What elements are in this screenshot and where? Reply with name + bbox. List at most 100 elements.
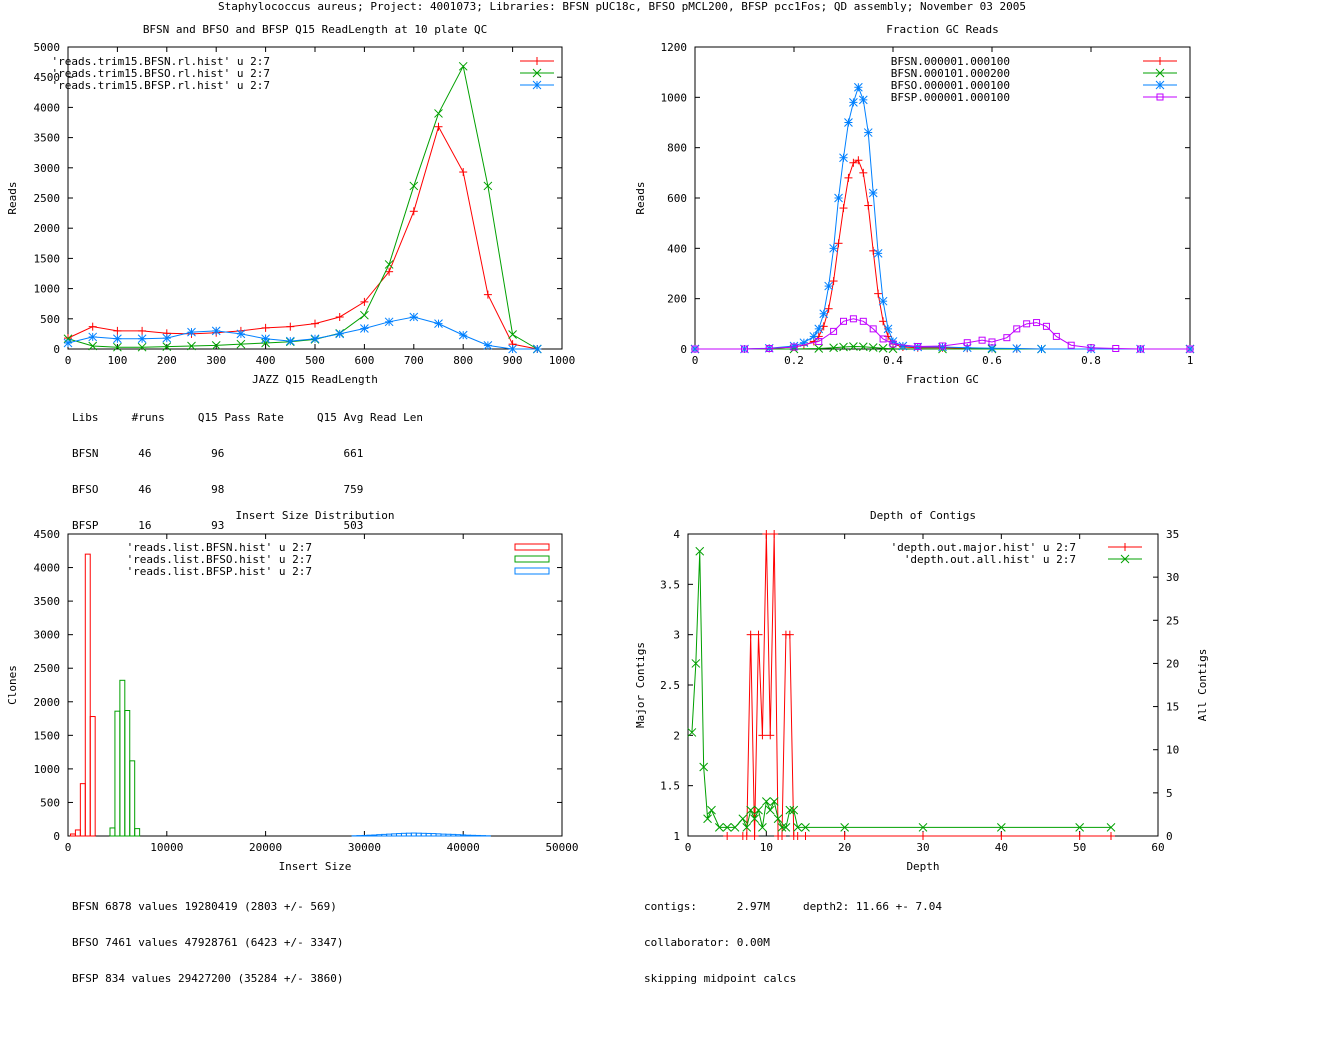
data-point [691, 659, 701, 668]
histogram-bar [84, 553, 91, 837]
legend-label: 'reads.trim15.BFSP.rl.hist' u 2:7 [51, 79, 270, 92]
y-tick-label: 4500 [34, 528, 61, 541]
x-tick-label: 40000 [447, 841, 480, 854]
histogram-bar [114, 710, 121, 837]
data-point [138, 326, 147, 335]
y-tick-label: 4000 [34, 562, 61, 575]
data-point [987, 343, 997, 353]
data-point [840, 823, 850, 832]
data-point [746, 805, 756, 815]
data-point [1112, 344, 1120, 352]
plot-frame [687, 533, 1159, 837]
data-point [508, 330, 517, 339]
series-line [695, 318, 1190, 350]
y2-tick-label: 0 [1166, 830, 1173, 843]
histogram-bar [386, 833, 393, 837]
data-point [840, 832, 849, 840]
data-point [758, 823, 767, 832]
data-point [409, 181, 419, 191]
data-point [1023, 320, 1031, 328]
data-point [814, 324, 824, 334]
data-point [1033, 319, 1041, 327]
data-point [1003, 334, 1011, 342]
stats-line: Libs #runs Q15 Pass Rate Q15 Avg Read Le… [72, 411, 423, 424]
histogram-bar [410, 832, 417, 837]
data-point [750, 832, 759, 840]
data-point [1156, 57, 1164, 65]
data-point [765, 805, 775, 815]
data-point [858, 95, 868, 105]
data-point [1012, 344, 1022, 353]
x-tick-label: 0 [65, 354, 72, 367]
data-point [742, 832, 751, 840]
chart-fraction-gc: Fraction GC Reads 0 0.2 0.4 0.6 0.8 1 0 200 400 60… [634, 23, 1195, 386]
data-point [778, 832, 786, 840]
data-point [824, 281, 834, 291]
data-point [113, 342, 122, 352]
series-line [727, 533, 1111, 837]
data-point [695, 546, 705, 556]
data-point [236, 339, 246, 349]
y2-tick-label: 15 [1166, 701, 1179, 714]
series-line [695, 345, 1190, 350]
y-tick-label: 1.5 [660, 780, 680, 793]
legend-label: BFSO.000001.000100 [891, 79, 1010, 92]
data-point [483, 341, 493, 350]
data-point [814, 344, 824, 353]
data-point [714, 823, 724, 832]
data-point [88, 341, 98, 351]
data-point [781, 823, 791, 832]
x-tick-label: 900 [503, 354, 523, 367]
data-point [1120, 554, 1130, 564]
data-point [1087, 344, 1095, 352]
data-point [88, 332, 98, 342]
histogram-bar [361, 834, 368, 837]
y-tick-label: 2.5 [660, 679, 680, 692]
stats-line: BFSO 7461 values 47928761 (6423 +/- 3347… [72, 936, 344, 949]
chart-title: Insert Size Distribution [236, 509, 395, 522]
x-axis-label: Depth [906, 860, 939, 873]
x-tick-label: 10000 [150, 841, 183, 854]
x-axis-label: Insert Size [279, 860, 352, 873]
data-point [996, 823, 1006, 832]
data-point [508, 344, 517, 354]
x-tick-label: 50000 [545, 841, 578, 854]
data-point [919, 832, 927, 840]
data-point [187, 327, 196, 337]
data-point [824, 304, 833, 313]
data-point [261, 323, 270, 332]
data-point [458, 61, 468, 71]
y-tick-label: 3.5 [660, 578, 680, 591]
histogram-bar [396, 833, 402, 837]
histogram-bar [129, 760, 136, 837]
x-tick-label: 50 [1073, 841, 1086, 854]
data-point [819, 309, 829, 319]
x-tick-label: 400 [256, 354, 276, 367]
data-point [829, 277, 838, 286]
y2-axis-label: All Contigs [1196, 649, 1209, 722]
data-point [532, 344, 542, 354]
data-point [63, 334, 73, 344]
y-tick-label: 2000 [34, 696, 61, 709]
y-tick-label: 2000 [34, 222, 61, 235]
histogram-bar [109, 827, 116, 837]
legend-label: 'reads.list.BFSO.hist' u 2:7 [127, 553, 312, 566]
data-point [766, 731, 775, 740]
data-point [918, 823, 928, 832]
data-point [409, 312, 419, 322]
plot-frame [67, 533, 563, 837]
data-point [879, 317, 888, 326]
x-tick-label: 40 [995, 841, 1008, 854]
data-point [801, 832, 810, 840]
x-tick-label: 0 [692, 354, 699, 367]
data-point [187, 341, 196, 351]
y-axis-label: Reads [634, 181, 647, 214]
data-point [1137, 345, 1144, 353]
histogram-bar [89, 716, 96, 837]
data-point [829, 243, 838, 253]
histogram-bar [415, 832, 422, 837]
x-axis-label: Fraction GC [906, 373, 979, 386]
data-point [859, 168, 868, 177]
x-tick-label: 20000 [249, 841, 282, 854]
